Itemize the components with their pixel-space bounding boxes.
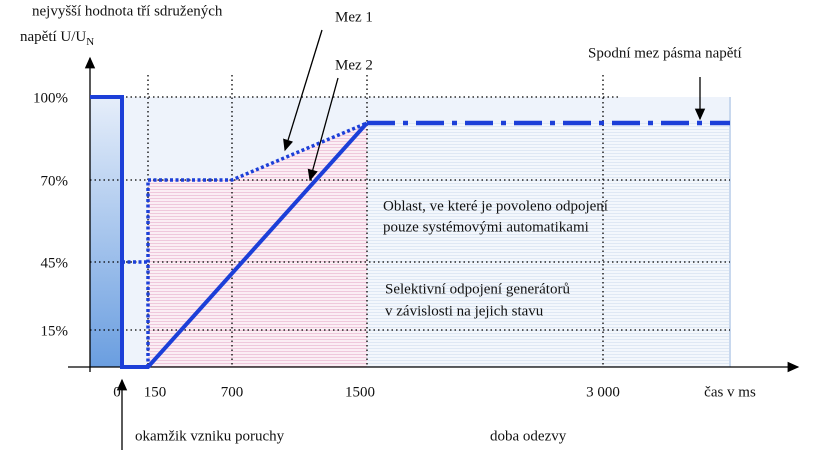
y-label: 15% bbox=[41, 323, 69, 339]
region-label: Oblast, ve které je povoleno odpojení bbox=[383, 198, 608, 214]
x-label: 150 bbox=[144, 384, 167, 400]
x-title: čas v ms bbox=[704, 384, 756, 400]
annotation: Mez 1 bbox=[335, 9, 373, 25]
y-title: nejvyšší hodnota tří sdružených bbox=[32, 3, 223, 19]
annotation: Mez 2 bbox=[335, 57, 373, 73]
region-label: v závislosti na jejich stavu bbox=[385, 303, 544, 319]
y-label: 100% bbox=[33, 90, 68, 106]
axes bbox=[68, 56, 800, 373]
x-label: 0 bbox=[113, 384, 121, 400]
pointer-arrows bbox=[116, 29, 706, 450]
limit-lines bbox=[90, 95, 730, 369]
y-label: 70% bbox=[41, 173, 69, 189]
annotation: Spodní mez pásma napětí bbox=[588, 45, 742, 61]
y-title: napětí U/U bbox=[20, 29, 86, 45]
y-title: napětí U/UN bbox=[20, 29, 94, 47]
y-title-sub: N bbox=[86, 36, 94, 48]
annotation: okamžik vzniku poruchy bbox=[135, 428, 285, 444]
x-label: 1500 bbox=[345, 384, 375, 400]
x-label: 3 000 bbox=[586, 384, 620, 400]
annotation: doba odezvy bbox=[490, 428, 567, 444]
y-label: 45% bbox=[41, 255, 69, 271]
grid bbox=[90, 75, 730, 367]
region-label: Selektivní odpojení generátorů bbox=[385, 281, 570, 297]
region-label: pouze systémovými automatikami bbox=[383, 219, 589, 235]
x-label: 700 bbox=[221, 384, 244, 400]
